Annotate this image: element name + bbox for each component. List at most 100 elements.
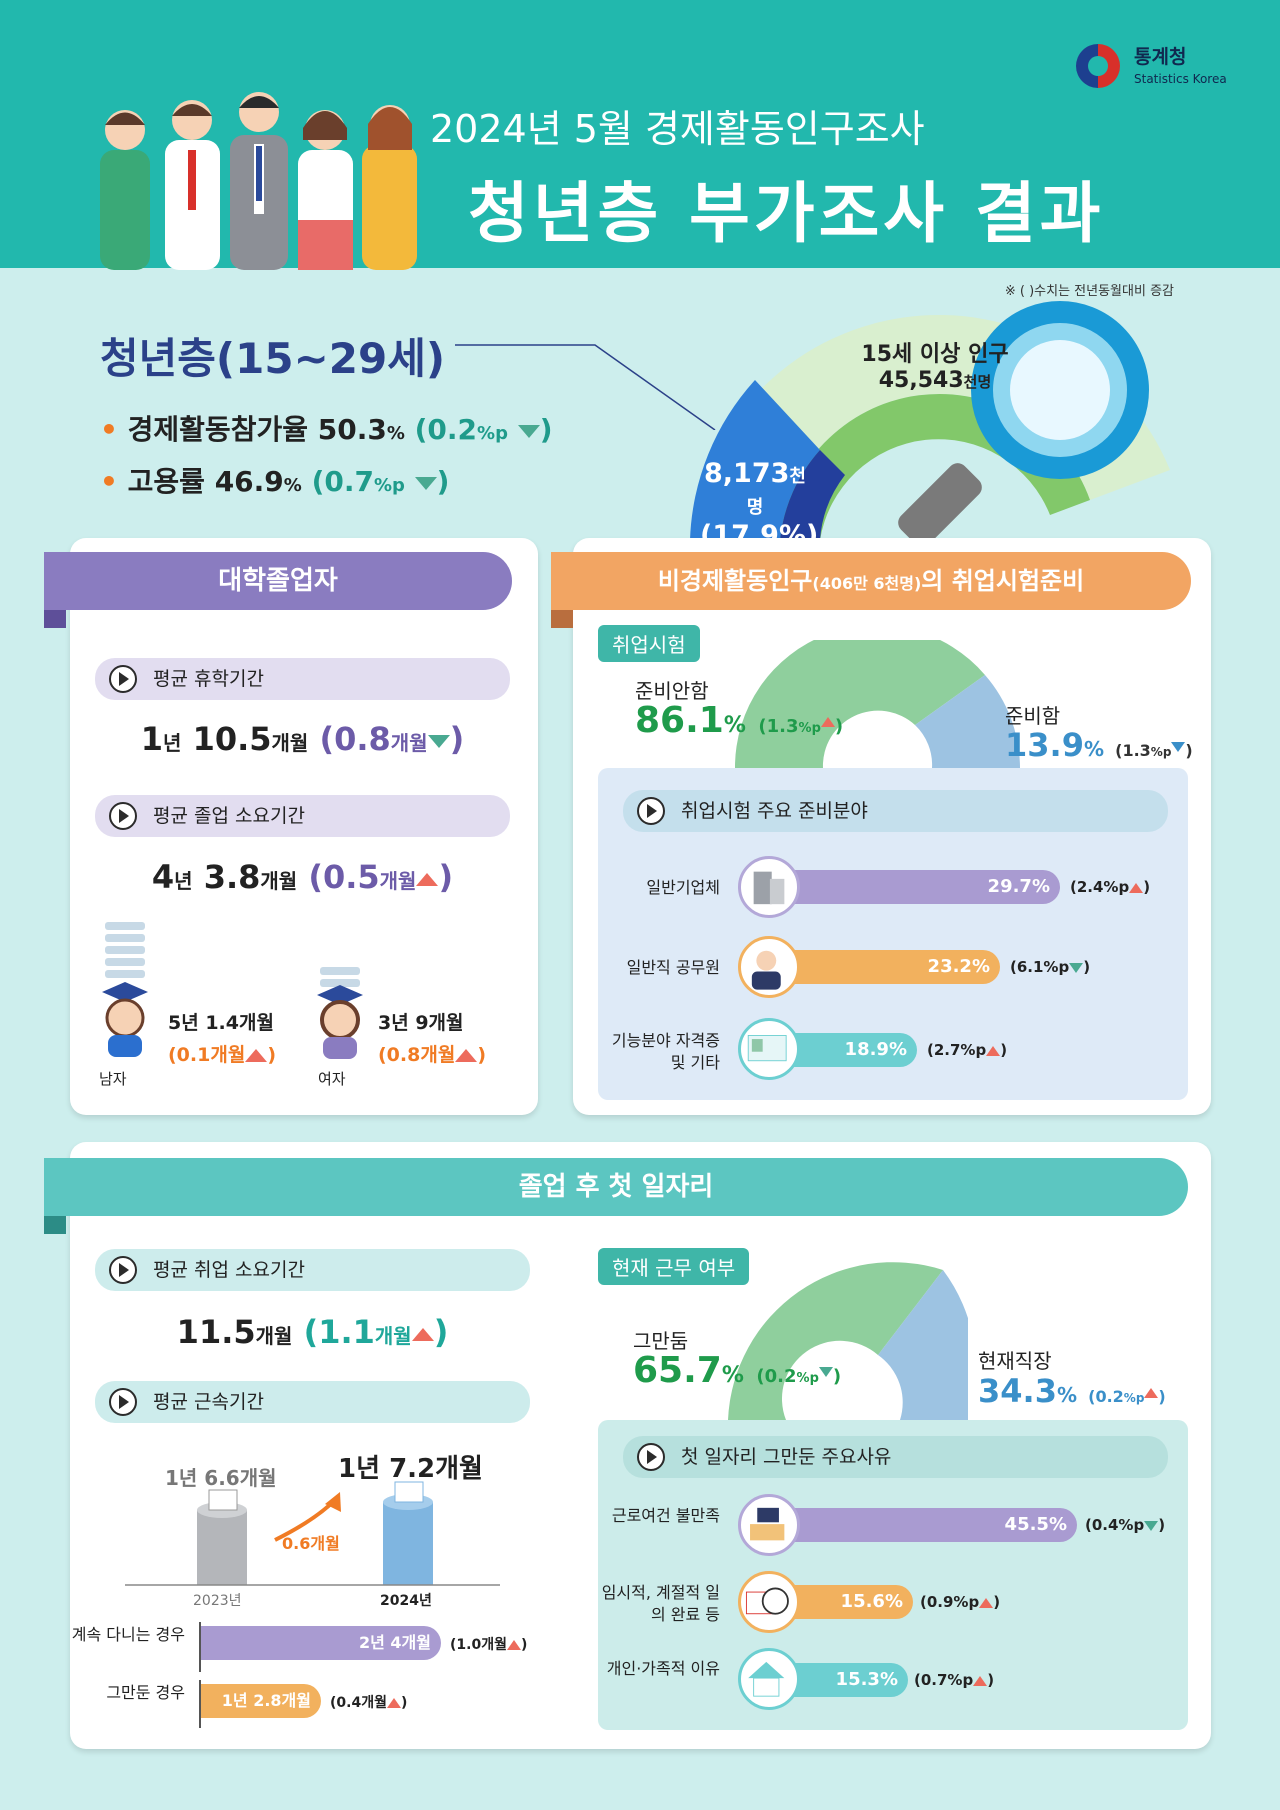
reason-label-2: 개인·가족적 이유 [606,1659,720,1678]
arrow-down-icon [427,734,450,748]
play-icon [109,802,137,830]
field-bar-1: 23.2% [770,950,1000,984]
prep-value: 13.9% (1.3%p) [1005,726,1193,764]
young-people-illustration [100,92,417,270]
female-label: 여자 [318,1070,346,1088]
participation-value: 50.3 [317,413,387,446]
avg-graduation-value: 4년 3.8개월 (0.5개월) [151,858,454,896]
quit-change: (0.4개월) [330,1695,408,1711]
page-title: 청년층 부가조사 결과 [468,175,1105,252]
current-label: 현재직장 [978,1349,1052,1373]
continuing-label: 계속 다니는 경우 [71,1625,185,1644]
banner-fold [44,610,66,628]
field-change-2: (2.7%p) [927,1041,1008,1059]
avg-job-search-value: 11.5개월 (1.1개월) [176,1313,449,1351]
arrow-up-icon [455,1049,478,1062]
youth-value: 8,173 [704,458,790,489]
play-icon [637,797,665,825]
status-donut-chart [728,1262,968,1420]
civil-servant-icon [738,936,800,998]
play-icon [109,1388,137,1416]
play-icon [109,1256,137,1284]
banner-fold [551,610,573,628]
year-2023-label: 2023년 [193,1593,242,1609]
tenure-2024-value: 1년 7.2개월 [338,1454,483,1484]
arrow-down-icon [818,1367,833,1377]
reason-label-0: 근로여건 불만족 [611,1506,720,1525]
banner-fold [44,1216,66,1234]
arrow-down-icon [1144,1520,1159,1531]
exam-banner: 비경제활동인구(406만 6천명)의 취업시험준비 [551,552,1191,610]
field-label-2: 기능분야 자격증 및 기타 [611,1031,720,1072]
male-graduate-icon [102,922,148,1057]
workplace-icon [738,1494,800,1556]
status-tag: 현재 근무 여부 [598,1248,750,1285]
arrow-up-icon [416,872,439,886]
footnote: ※ ( )수치는 전년동월대비 증감 [1004,284,1174,299]
quit-label: 그만둔 경우 [106,1683,185,1702]
arrow-up-icon [986,1045,1001,1056]
page-subtitle: 2024년 5월 경제활동인구조사 [430,107,925,151]
quit-bar: 1년 2.8개월 [201,1684,321,1718]
calendar-clock-icon [738,1571,800,1633]
tenure-cylinder-chart [125,1481,500,1586]
play-icon [637,1443,665,1471]
axis-line [199,1680,201,1728]
male-change: (0.1개월) [168,1044,276,1066]
field-change-1: (6.1%p) [1010,958,1091,976]
logo-text-en: Statistics Korea [1134,72,1227,86]
arrow-up-icon [979,1597,994,1608]
arrow-up-icon [820,717,835,727]
reason-change-0: (0.4%p) [1085,1516,1166,1534]
participation-rate-line: • 경제활동참가율 50.3% (0.2%p ) [100,413,553,446]
field-bar-0: 29.7% [770,870,1060,904]
employment-value: 46.9 [214,465,284,498]
arrow-up-icon [973,1675,988,1686]
year-2024-label: 2024년 [380,1593,432,1609]
population-donut-chart [690,301,1170,540]
avg-job-search-pill: 평균 취업 소요기간 [95,1249,530,1291]
quit-share-label: 그만둠 [633,1329,689,1353]
graduates-banner: 대학졸업자 [44,552,512,610]
avg-leave-pill: 평균 휴학기간 [95,658,510,700]
arrow-up-icon [411,1327,434,1341]
male-value: 5년 1.4개월 [168,1012,274,1034]
office-building-icon [738,856,800,918]
first-job-banner: 졸업 후 첫 일자리 [44,1158,1188,1216]
employment-rate-line: • 고용률 46.9% (0.7%p ) [100,465,450,498]
exam-fields-pill: 취업시험 주요 준비분야 [623,790,1168,832]
arrow-down-icon [1171,742,1186,752]
male-label: 남자 [99,1070,127,1088]
arrow-up-icon [386,1698,401,1708]
arrow-up-icon [1129,882,1144,893]
employment-change: (0.7 [311,465,374,498]
participation-change: (0.2 [414,413,478,446]
female-graduate-icon [317,967,363,1059]
prep-label: 준비함 [1005,704,1061,728]
exam-tag: 취업시험 [598,625,700,662]
quit-share-value: 65.7% (0.2%p) [633,1350,842,1391]
youth-section-title: 청년층(15~29세) [100,334,446,383]
field-label-0: 일반기업체 [646,878,720,897]
avg-graduation-pill: 평균 졸업 소요기간 [95,795,510,837]
avg-tenure-pill: 평균 근속기간 [95,1381,530,1423]
population-value: 45,543 [878,368,964,393]
arrow-up-icon [1144,1388,1159,1398]
tenure-diff: 0.6개월 [282,1534,340,1553]
population-label: 15세 이상 인구 45,543천명 [861,342,1009,393]
certificate-icon [738,1018,800,1080]
house-icon [738,1648,800,1710]
arrow-down-icon [517,424,540,438]
tenure-2023-value: 1년 6.6개월 [165,1466,277,1490]
not-prep-value: 86.1% (1.3%p) [635,700,844,741]
reason-label-1: 임시적, 계절적 일의 완료 등 [601,1583,720,1624]
arrow-up-icon [506,1640,521,1650]
logo-text-ko: 통계청 [1134,46,1187,68]
exam-donut-chart [735,640,1020,768]
participation-label: 경제활동참가율 [127,413,308,446]
field-change-0: (2.4%p) [1070,878,1151,896]
field-label-1: 일반직 공무원 [626,958,720,977]
statistics-korea-logo-icon [1076,44,1120,88]
not-prep-label: 준비안함 [635,679,709,703]
reason-bar-0: 45.5% [770,1508,1077,1542]
